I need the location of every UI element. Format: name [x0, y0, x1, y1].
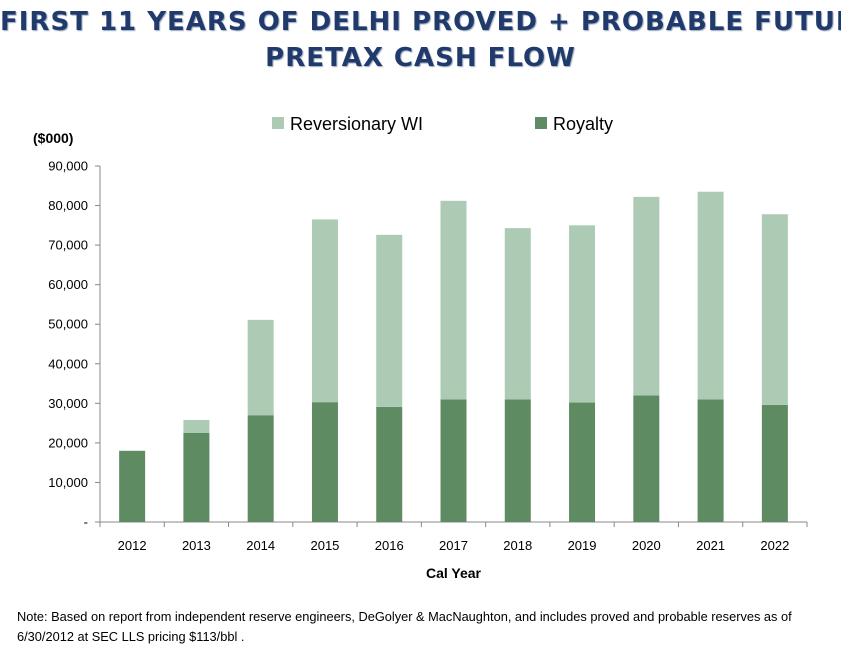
bar-reversionary-wi-2014 — [247, 319, 274, 416]
y-tick-label: 90,000 — [48, 159, 88, 174]
legend-swatch — [535, 117, 547, 129]
x-tick-label: 2018 — [503, 538, 532, 553]
y-tick-label: 80,000 — [48, 198, 88, 213]
bar-royalty-2018 — [504, 399, 531, 522]
y-tick-label: 20,000 — [48, 435, 88, 450]
bar-royalty-2016 — [376, 406, 403, 522]
stacked-bar-chart: - 10,000 20,000 30,000 40,000 50,000 60,000 70,… — [33, 114, 808, 581]
y-tick-label: 50,000 — [48, 317, 88, 332]
bar-reversionary-wi-2020 — [633, 196, 660, 396]
bar-reversionary-wi-2019 — [569, 225, 596, 403]
x-tick-label: 2022 — [760, 538, 789, 553]
chart-title: FIRST 11 YEARS OF DELHI PROVED + PROBABL… — [0, 4, 841, 76]
y-tick-label: - — [84, 515, 88, 530]
y-axis-label: ($000) — [33, 130, 73, 146]
x-tick-label: 2020 — [632, 538, 661, 553]
x-axis-label: Cal Year — [426, 565, 482, 581]
legend-label: Reversionary WI — [290, 114, 423, 134]
bar-royalty-2015 — [311, 402, 338, 522]
bar-royalty-2022 — [761, 404, 788, 522]
bar-royalty-2020 — [633, 395, 660, 522]
bar-royalty-2012 — [119, 450, 146, 522]
bar-reversionary-wi-2016 — [376, 234, 403, 407]
y-tick-label: 10,000 — [48, 475, 88, 490]
bar-reversionary-wi-2021 — [697, 191, 724, 400]
y-tick-label: 30,000 — [48, 396, 88, 411]
x-tick-label: 2012 — [118, 538, 147, 553]
footnote: Note: Based on report from independent r… — [17, 609, 792, 644]
x-tick-label: 2016 — [375, 538, 404, 553]
x-tick-label: 2015 — [310, 538, 339, 553]
bar-royalty-2017 — [440, 399, 467, 522]
y-tick-label: 70,000 — [48, 238, 88, 253]
y-tick-label: 60,000 — [48, 277, 88, 292]
x-tick-label: 2019 — [568, 538, 597, 553]
bar-royalty-2021 — [697, 399, 724, 522]
title-line-1: FIRST 11 YEARS OF DELHI PROVED + PROBABL… — [0, 7, 841, 37]
x-tick-label: 2017 — [439, 538, 468, 553]
legend-swatch — [272, 117, 284, 129]
bar-reversionary-wi-2015 — [311, 219, 338, 403]
bar-reversionary-wi-2017 — [440, 200, 467, 400]
bar-royalty-2014 — [247, 415, 274, 522]
legend-label: Royalty — [553, 114, 613, 134]
x-tick-label: 2014 — [246, 538, 275, 553]
title-line-2: PRETAX CASH FLOW — [265, 43, 576, 73]
x-tick-label: 2021 — [696, 538, 725, 553]
bar-reversionary-wi-2013 — [183, 419, 210, 433]
bar-royalty-2019 — [569, 402, 596, 522]
bar-reversionary-wi-2018 — [504, 228, 531, 400]
bar-reversionary-wi-2022 — [761, 214, 788, 405]
x-tick-label: 2013 — [182, 538, 211, 553]
bar-royalty-2013 — [183, 433, 210, 522]
y-tick-label: 40,000 — [48, 356, 88, 371]
